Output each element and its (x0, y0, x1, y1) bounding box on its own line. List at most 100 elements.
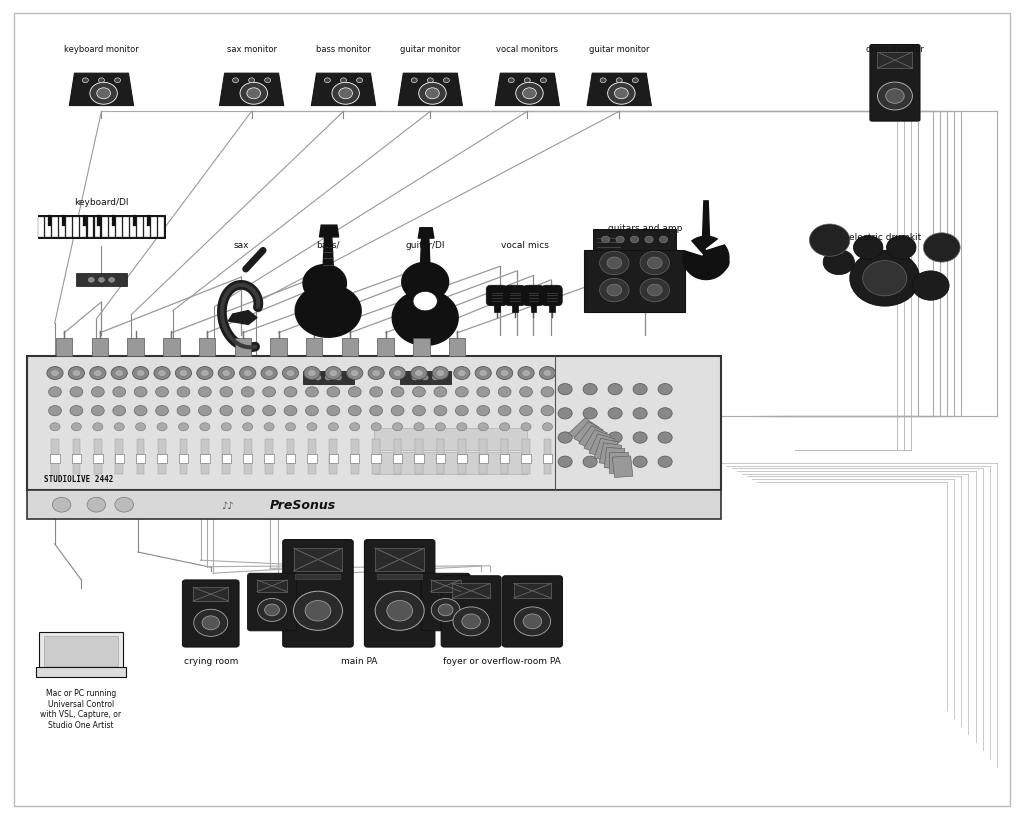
FancyBboxPatch shape (486, 285, 507, 306)
Bar (72, 453, 81, 463)
Circle shape (583, 408, 597, 419)
Text: guitar monitor: guitar monitor (400, 45, 461, 54)
Circle shape (583, 432, 597, 443)
Bar (612, 456, 633, 477)
Circle shape (393, 369, 402, 377)
Circle shape (862, 261, 907, 296)
Text: Mac or PC running
Universal Control
with VSL, Capture, or
Studio One Artist: Mac or PC running Universal Control with… (41, 690, 122, 730)
Bar (221, 453, 231, 463)
Circle shape (415, 369, 423, 377)
Bar (27, 490, 721, 520)
Circle shape (438, 604, 453, 616)
Circle shape (370, 386, 383, 397)
Circle shape (608, 432, 623, 443)
Circle shape (886, 89, 904, 103)
Text: guitar monitor: guitar monitor (589, 45, 649, 54)
Circle shape (477, 386, 489, 397)
Circle shape (647, 257, 663, 269)
Polygon shape (303, 265, 346, 302)
Circle shape (432, 375, 438, 380)
Bar (74, 217, 79, 237)
Circle shape (558, 456, 572, 467)
Circle shape (387, 600, 413, 621)
Circle shape (87, 498, 105, 512)
Polygon shape (312, 288, 344, 301)
Circle shape (202, 616, 219, 630)
Bar (265, 439, 273, 474)
Bar (568, 418, 599, 443)
Circle shape (601, 236, 609, 243)
Circle shape (315, 375, 322, 380)
Bar (512, 301, 518, 312)
Bar (137, 439, 144, 474)
Circle shape (633, 408, 647, 419)
Circle shape (222, 369, 230, 377)
Circle shape (286, 422, 296, 431)
Circle shape (645, 236, 653, 243)
Circle shape (93, 369, 102, 377)
Circle shape (96, 87, 111, 99)
Text: bass monitor: bass monitor (316, 45, 371, 54)
Bar (530, 301, 537, 312)
Circle shape (456, 386, 468, 397)
Circle shape (658, 408, 672, 419)
Circle shape (372, 369, 381, 377)
Polygon shape (683, 249, 729, 275)
Circle shape (70, 386, 83, 397)
Bar (97, 215, 100, 226)
Circle shape (341, 78, 346, 83)
Circle shape (134, 405, 147, 416)
Bar (133, 215, 136, 226)
Bar (116, 217, 122, 237)
Circle shape (348, 405, 361, 416)
Circle shape (201, 369, 209, 377)
Circle shape (583, 383, 597, 395)
Circle shape (462, 614, 480, 629)
Bar (76, 274, 127, 287)
Circle shape (850, 250, 920, 306)
Circle shape (339, 87, 352, 99)
Bar (878, 52, 912, 68)
Bar (594, 438, 618, 462)
Circle shape (264, 604, 280, 616)
Circle shape (558, 408, 572, 419)
Circle shape (519, 386, 532, 397)
Text: guitar/DI: guitar/DI (406, 241, 445, 250)
Bar (92, 337, 109, 355)
Text: electric drumkit: electric drumkit (849, 233, 921, 242)
Circle shape (543, 422, 553, 431)
Circle shape (90, 367, 105, 379)
Circle shape (220, 386, 232, 397)
Circle shape (115, 78, 121, 83)
Circle shape (633, 432, 647, 443)
Circle shape (52, 498, 71, 512)
Bar (374, 453, 527, 474)
Circle shape (514, 607, 551, 636)
Polygon shape (679, 236, 702, 255)
Bar (522, 439, 529, 474)
FancyBboxPatch shape (283, 539, 353, 647)
Bar (372, 453, 381, 463)
Circle shape (887, 236, 916, 259)
Bar (158, 453, 167, 463)
Circle shape (93, 422, 102, 431)
Circle shape (541, 405, 554, 416)
Bar (201, 439, 209, 474)
Circle shape (113, 386, 126, 397)
Circle shape (436, 369, 444, 377)
Bar (112, 215, 115, 226)
Circle shape (633, 456, 647, 467)
Bar (449, 337, 465, 355)
Circle shape (261, 367, 278, 379)
Text: ♪♪: ♪♪ (221, 501, 233, 511)
Circle shape (177, 386, 189, 397)
Bar (453, 583, 490, 598)
FancyBboxPatch shape (182, 580, 239, 647)
Bar (415, 439, 423, 474)
Circle shape (608, 456, 623, 467)
Bar (51, 439, 58, 474)
Circle shape (412, 375, 418, 380)
Circle shape (371, 422, 381, 431)
FancyBboxPatch shape (248, 574, 296, 631)
Bar (136, 453, 145, 463)
